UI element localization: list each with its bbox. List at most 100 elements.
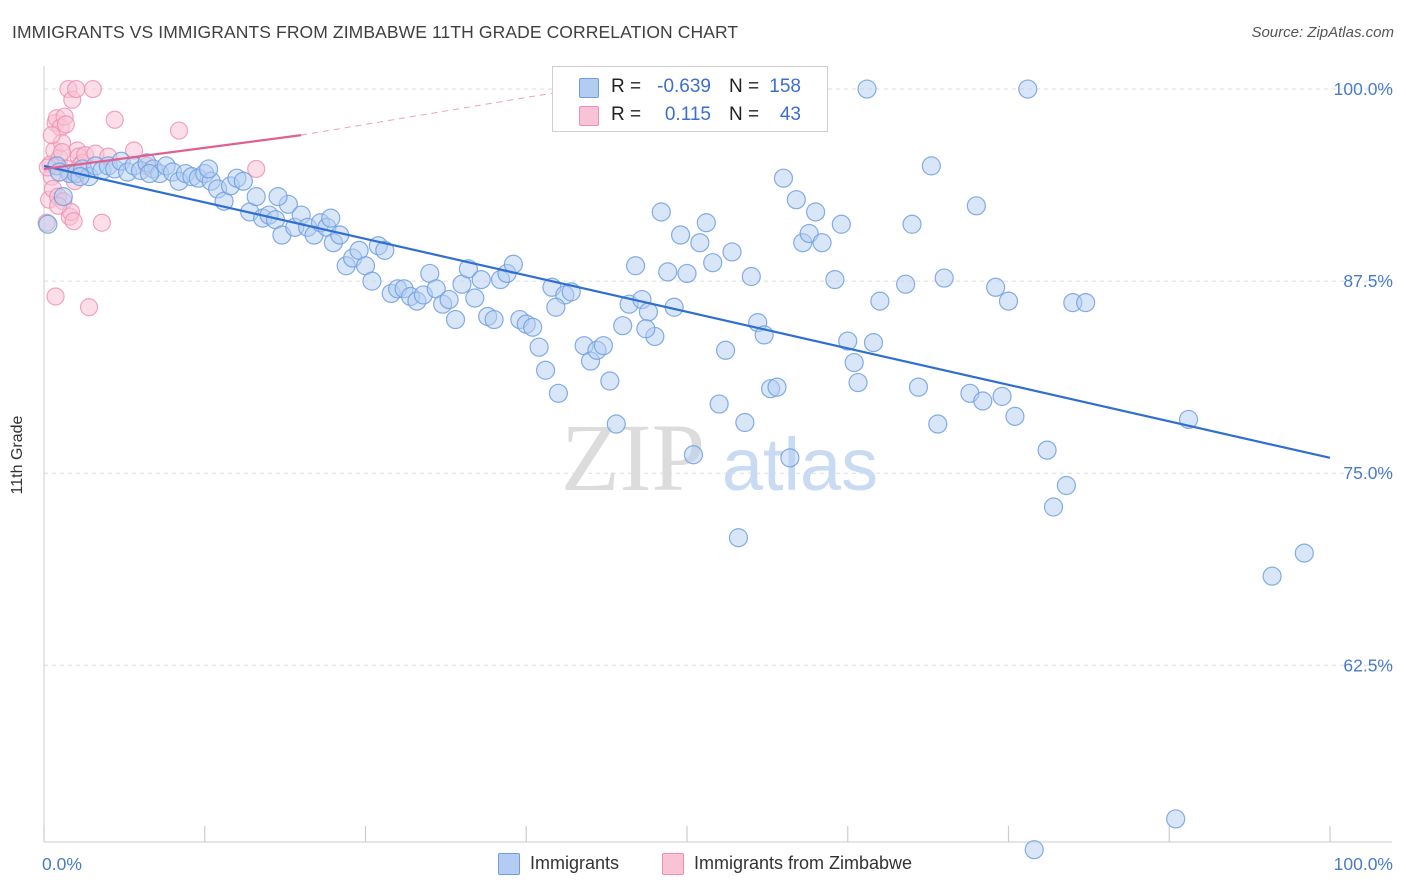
legend-n-label: N = [729,76,760,97]
zimbabwe-point [64,212,83,231]
immigrant-point [484,309,504,330]
immigrant-point [1056,475,1076,496]
tick-labels: 100.0% 87.5% 75.0% 62.5% 0.0% 100.0% [42,79,1393,874]
immigrant-point [870,291,890,311]
immigrant-point [825,269,845,290]
immigrant-point [1076,293,1096,313]
immigrant-point [613,316,633,336]
immigrant-point [677,263,697,284]
legend-r-label: R = [611,104,642,125]
legend-r-label: R = [611,76,642,97]
immigrant-point [741,266,761,287]
immigrant-point [690,233,710,253]
x-tick-label: 100.0% [1334,854,1393,874]
series-legend-label: Immigrants [530,853,620,873]
y-tick-label: 62.5% [1343,655,1393,675]
immigrant-point [246,187,266,207]
immigrant-point [812,233,832,253]
immigrant-point [636,319,656,339]
zimbabwe-point [42,126,61,145]
immigrant-point [780,448,800,468]
immigrants-trend-line [43,164,1331,459]
zimbabwe-point [169,121,189,140]
immigrant-point [375,240,395,260]
chart-title: IMMIGRANTS VS IMMIGRANTS FROM ZIMBABWE 1… [12,22,739,42]
immigrant-point [986,277,1006,297]
immigrant-point [1262,566,1282,586]
watermark-zip: ZIP [561,404,705,511]
y-tick-label: 100.0% [1334,79,1393,99]
immigrant-point [863,332,884,353]
immigrant-point [1005,406,1025,426]
source-label: Source: ZipAtlas.com [1251,24,1394,41]
immigrant-points [38,79,1314,860]
immigrant-point [709,394,729,414]
zimbabwe-point [79,298,99,317]
immigrant-point [908,377,929,397]
zimbabwe-point [247,159,266,179]
immigrant-point [70,167,90,187]
immigrant-point [805,202,826,222]
immigrant-point [53,187,73,207]
legend-n-label: N = [729,104,760,125]
immigrant-point [735,412,755,433]
immigrant-point [625,256,646,276]
immigrant-point [703,253,723,273]
legend-swatch-immigrants [579,78,599,98]
immigrant-point [535,360,556,380]
immigrant-point [1037,440,1057,460]
immigrant-point [606,414,626,434]
zimbabwe-point [56,115,75,134]
immigrant-point [465,288,485,308]
immigrant-point [199,159,219,179]
immigrant-point [838,331,858,351]
x-tick-label: 0.0% [42,854,82,874]
zimbabwe-point [92,213,111,232]
immigrant-point [857,79,877,99]
immigrant-point [548,383,569,403]
immigrant-point [896,274,916,294]
immigrant-point [593,336,614,356]
immigrant-point [233,171,253,191]
series-legend-label: Immigrants from Zimbabwe [694,853,913,873]
immigrant-point [546,297,566,317]
immigrant-point [670,225,691,245]
immigrant-point [362,271,382,291]
immigrant-point [1043,497,1064,517]
immigrant-point [471,269,491,290]
immigrant-point [439,289,459,310]
trend-lines [43,80,1331,459]
immigrant-point [848,372,868,393]
immigrant-point [728,528,749,548]
zimbabwe-point [105,110,124,129]
legend-swatch-zimbabwe [579,106,599,126]
immigrant-point [683,445,704,465]
immigrant-point [651,202,671,222]
immigrant-point [715,340,736,360]
correlation-legend: R = -0.639 N = 158 R = 0.115 N = 43 [552,66,828,132]
immigrant-point [773,168,794,188]
immigrant-point [722,242,742,262]
immigrant-point [600,371,620,391]
immigrant-point [38,214,58,234]
watermark-atlas: atlas [722,423,878,506]
zimbabwe-point [67,79,86,99]
immigrant-point [786,190,806,210]
zimbabwe-point [46,287,65,306]
immigrant-point [928,414,948,434]
immigrant-point [139,163,160,184]
zimbabwe-trend-line [43,134,302,171]
immigrant-point [934,268,954,288]
immigrant-point [966,196,986,216]
y-tick-label: 75.0% [1343,463,1393,483]
immigrant-point [321,208,341,228]
watermark: ZIP atlas [561,404,878,511]
immigrant-point [831,214,851,234]
immigrant-point [1294,543,1314,563]
series-legend: Immigrants Immigrants from Zimbabwe [0,852,1406,878]
immigrant-point [523,317,543,337]
legend-r-value: -0.639 [657,76,711,97]
immigrant-point [268,187,288,207]
immigrant-point [529,337,549,357]
